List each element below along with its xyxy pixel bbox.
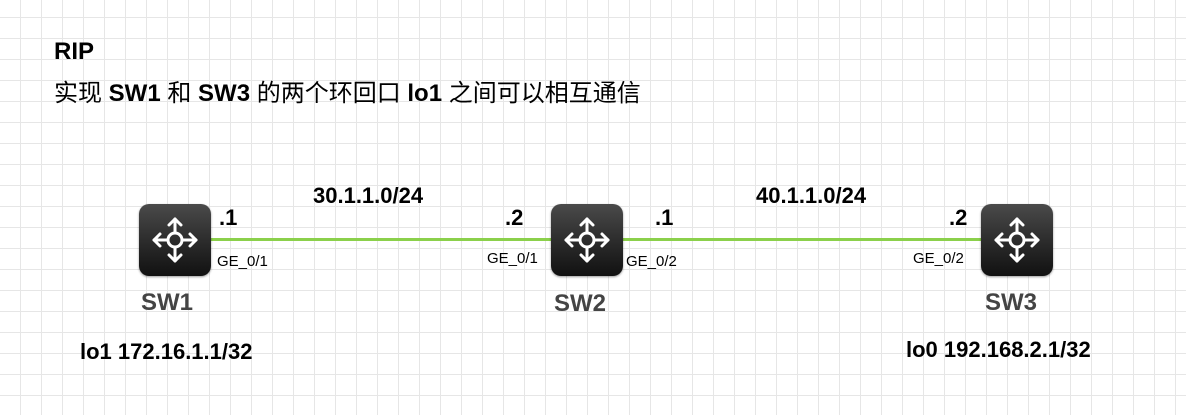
- subtitle-part-4: 之间可以相互通信: [442, 80, 641, 107]
- subtitle-part-2: 和: [160, 80, 199, 107]
- sw3-ip-suffix: .2: [949, 205, 968, 230]
- subtitle-part-3: 的两个环回口: [250, 80, 408, 107]
- layer3-switch-icon: [564, 217, 610, 263]
- diagram-subtitle: 实现 SW1 和 SW3 的两个环回口 lo1 之间可以相互通信: [54, 73, 641, 108]
- sw3-loopback: lo0 192.168.2.1/32: [906, 337, 1091, 362]
- sw2-switch-icon[interactable]: [551, 204, 623, 276]
- sw3-name: SW3: [985, 289, 1038, 316]
- subtitle-sw1: SW1: [108, 80, 161, 107]
- sw1-port-label: GE_0/1: [217, 253, 268, 270]
- diagram-title: RIP: [54, 38, 95, 65]
- layer3-switch-icon: [994, 217, 1040, 263]
- sw2-port-right: GE_0/2: [626, 253, 677, 270]
- sw2-port-left: GE_0/1: [487, 250, 538, 267]
- sw1-ip-suffix: .1: [219, 205, 238, 230]
- subtitle-sw3: SW3: [198, 80, 251, 107]
- network-label-40: 40.1.1.0/24: [756, 183, 867, 208]
- sw1-name: SW1: [141, 289, 194, 316]
- subtitle-part-1: 实现: [54, 80, 109, 107]
- link-sw1-sw2: [210, 238, 552, 241]
- sw2-ip-left: .2: [505, 205, 524, 230]
- link-sw2-sw3: [622, 238, 982, 241]
- sw1-loopback: lo1 172.16.1.1/32: [80, 339, 253, 364]
- sw2-name: SW2: [554, 290, 607, 317]
- subtitle-lo1: lo1: [407, 80, 443, 107]
- sw3-switch-icon[interactable]: [981, 204, 1053, 276]
- sw2-ip-right: .1: [655, 205, 674, 230]
- sw3-port-label: GE_0/2: [913, 250, 964, 267]
- sw1-switch-icon[interactable]: [139, 204, 211, 276]
- network-label-30: 30.1.1.0/24: [313, 183, 424, 208]
- layer3-switch-icon: [152, 217, 198, 263]
